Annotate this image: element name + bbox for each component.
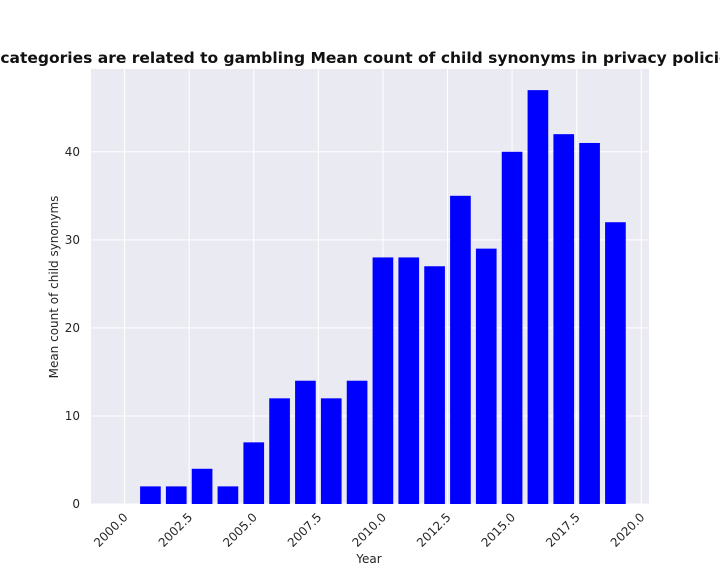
y-tick-label: 30 bbox=[65, 233, 80, 247]
bar bbox=[295, 380, 316, 504]
bar bbox=[475, 248, 497, 504]
x-tick-label: 2012.5 bbox=[414, 510, 454, 550]
x-tick-label: 2000.0 bbox=[91, 510, 131, 550]
x-tick-label: 2002.5 bbox=[156, 510, 196, 550]
bar bbox=[217, 486, 239, 504]
bar bbox=[605, 222, 626, 504]
y-tick-label: 20 bbox=[65, 321, 80, 335]
bar bbox=[320, 398, 342, 504]
bar bbox=[527, 90, 549, 504]
bar bbox=[398, 257, 420, 504]
x-axis-label: Year bbox=[355, 552, 381, 566]
chart-title: when categories are related to gambling … bbox=[0, 49, 720, 67]
y-axis-ticks: 0 10 20 30 40 bbox=[65, 145, 80, 511]
x-tick-label: 2017.5 bbox=[543, 510, 583, 550]
bar bbox=[372, 257, 394, 504]
bars bbox=[140, 90, 626, 505]
y-axis-label: Mean count of child synonyms bbox=[47, 196, 61, 379]
bar bbox=[165, 486, 187, 504]
bar bbox=[191, 468, 213, 504]
bar bbox=[269, 398, 290, 504]
x-tick-label: 2020.0 bbox=[608, 510, 648, 550]
bar bbox=[553, 134, 575, 505]
bar bbox=[346, 380, 368, 504]
bar bbox=[424, 266, 445, 504]
x-tick-label: 2010.0 bbox=[349, 510, 389, 550]
bar bbox=[243, 442, 265, 504]
bar bbox=[140, 486, 161, 504]
bar bbox=[450, 195, 471, 504]
x-tick-label: 2015.0 bbox=[479, 510, 519, 550]
x-tick-label: 2007.5 bbox=[285, 510, 325, 550]
y-tick-label: 0 bbox=[72, 497, 80, 511]
y-tick-label: 10 bbox=[65, 409, 80, 423]
x-tick-label: 2005.0 bbox=[220, 510, 260, 550]
y-tick-label: 40 bbox=[65, 145, 80, 159]
bar bbox=[579, 142, 600, 505]
bar bbox=[501, 151, 523, 504]
x-axis-ticks: 2000.0 2002.5 2005.0 2007.5 2010.0 2012.5 2015… bbox=[91, 510, 647, 550]
